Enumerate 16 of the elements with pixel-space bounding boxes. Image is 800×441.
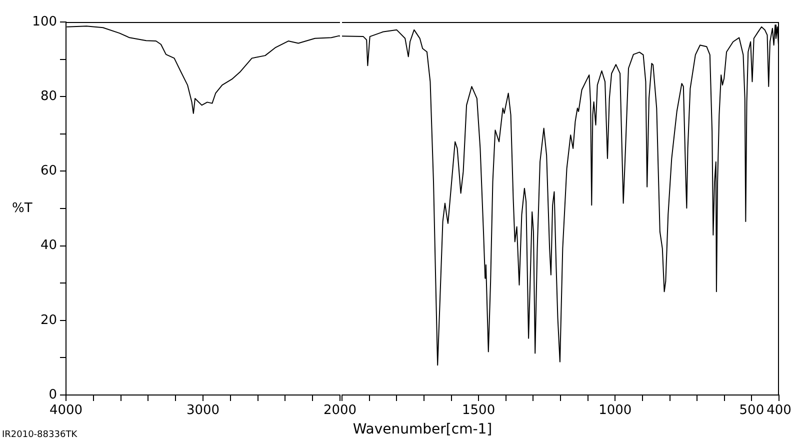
y-tick-label: 100 — [32, 14, 57, 30]
y-tick-label: 80 — [40, 88, 57, 104]
x-tick-label: 3000 — [186, 403, 220, 418]
x-tick-label: 4000 — [49, 403, 83, 418]
x-tick-label: 1000 — [598, 403, 632, 418]
y-tick-label: 40 — [40, 238, 57, 254]
x-axis-title: Wavenumber[cm-1] — [352, 422, 492, 438]
x-tick-label: 500 — [739, 403, 764, 418]
x-tick-label: 1500 — [462, 403, 496, 418]
y-tick-label: 20 — [40, 312, 57, 328]
y-tick-label: 60 — [40, 164, 57, 179]
x-tick-label: 400 — [766, 403, 792, 418]
x-tick-label: 2000 — [323, 403, 357, 418]
y-tick-label: 0 — [48, 387, 57, 402]
text: IR2010-88336TK — [2, 430, 78, 440]
y-axis-title: %T — [12, 200, 32, 216]
